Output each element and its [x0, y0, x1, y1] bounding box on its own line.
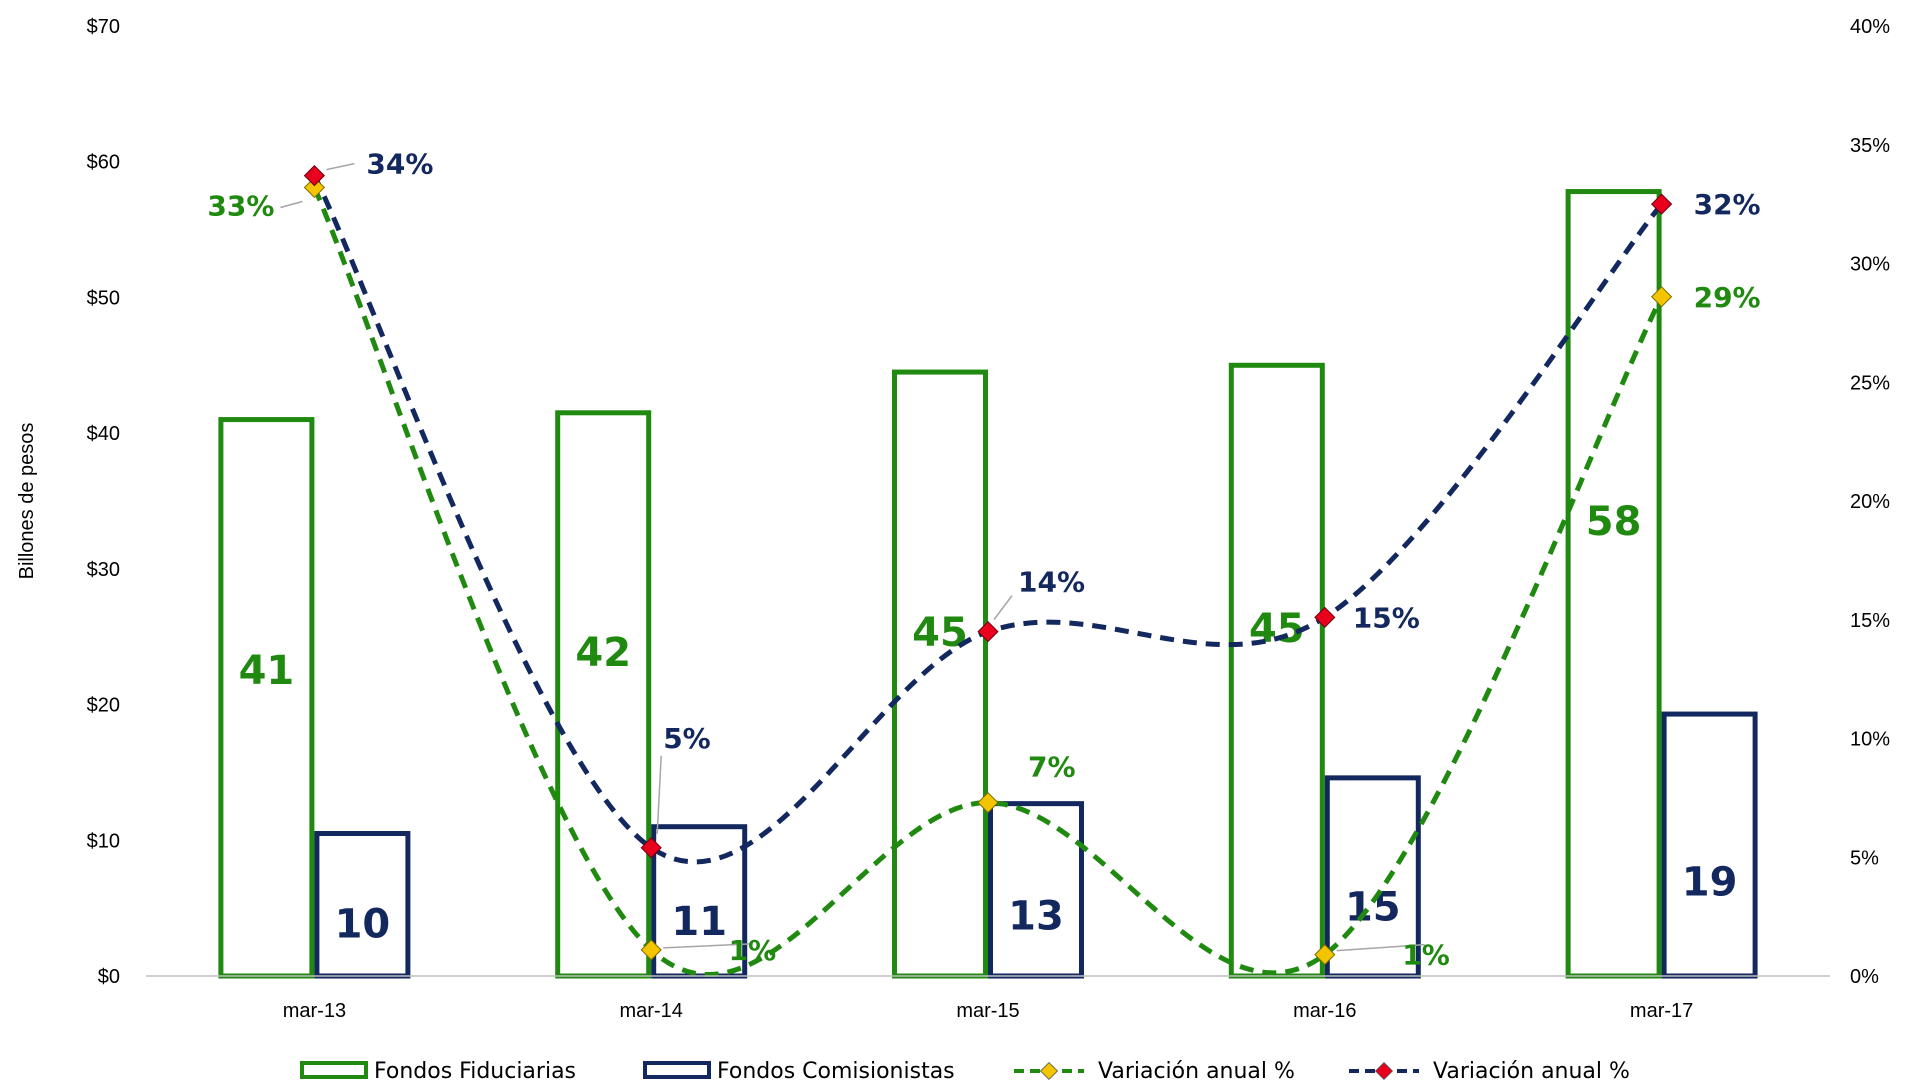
leader-line — [280, 200, 303, 209]
legend-label: Fondos Fiduciarias — [374, 1059, 576, 1081]
line-marker — [977, 621, 999, 643]
legend-label: Fondos Comisionistas — [717, 1059, 955, 1081]
line-value-label: 1% — [729, 934, 777, 967]
line-value-label: 7% — [1028, 751, 1076, 784]
legend-swatch — [643, 1061, 711, 1079]
line-value-label: 5% — [663, 722, 711, 755]
line-marker — [303, 176, 326, 199]
bar — [218, 417, 315, 979]
y-tick-label: $40 — [87, 423, 120, 445]
bar-value-label: 13 — [1008, 894, 1064, 940]
y-tick-label: $20 — [87, 695, 120, 717]
y-tick-label: $50 — [87, 287, 120, 309]
line-marker — [1314, 944, 1336, 966]
bar — [1324, 775, 1421, 979]
line-value-label: 29% — [1694, 281, 1761, 314]
x-tick-label: mar-14 — [620, 1000, 683, 1022]
y2-tick-label: 30% — [1850, 254, 1890, 276]
bar — [1661, 711, 1758, 979]
legend-label: Variación anual % — [1433, 1059, 1630, 1081]
y2-tick-label: 20% — [1850, 491, 1890, 513]
bar-value-label: 58 — [1586, 499, 1642, 545]
bar-value-label: 10 — [335, 901, 391, 947]
leader-line — [1336, 943, 1425, 952]
y2-tick-label: 40% — [1850, 16, 1890, 38]
line-series — [312, 174, 1664, 865]
leader-line — [656, 755, 662, 834]
line-value-label: 32% — [1694, 188, 1761, 221]
y-axis-left: $0 $10 $20 $30 $40 $50 $60 $70 — [87, 16, 120, 988]
x-tick-label: mar-17 — [1630, 1000, 1693, 1022]
y-axis-label: Billones de pesos — [16, 423, 38, 580]
line-marker — [1314, 606, 1336, 628]
line-marker — [1650, 193, 1673, 215]
x-tick-label: mar-13 — [283, 1000, 346, 1022]
y-tick-label: $60 — [87, 152, 120, 174]
bar-value-label: 19 — [1682, 860, 1738, 906]
y-tick-label: $10 — [87, 830, 120, 852]
y-tick-label: $30 — [87, 559, 120, 581]
x-axis: mar-13 mar-14 mar-15 mar-16 mar-17 — [146, 975, 1830, 1022]
x-tick-label: mar-15 — [956, 1000, 1019, 1022]
bar-value-label: 15 — [1345, 885, 1401, 931]
line-value-label: 14% — [1018, 566, 1085, 599]
line-value-label: 15% — [1353, 601, 1420, 634]
lines: 33% 1% 7% 1% 29% 34% 5% 14% 15% 32% — [207, 148, 1761, 978]
y2-tick-label: 15% — [1850, 610, 1890, 632]
line-marker — [640, 939, 662, 961]
leader-line — [326, 162, 355, 171]
y2-tick-label: 35% — [1850, 135, 1890, 157]
bar-value-label: 41 — [239, 648, 295, 694]
x-tick-label: mar-16 — [1293, 1000, 1356, 1022]
bar — [555, 410, 652, 979]
y2-tick-label: 5% — [1850, 847, 1879, 869]
legend-swatch — [300, 1061, 368, 1079]
legend-label: Variación anual % — [1098, 1059, 1295, 1081]
y-axis-right: 0% 5% 10% 15% 20% 25% 30% 35% 40% — [1850, 16, 1890, 988]
line-marker — [303, 165, 326, 187]
bar — [892, 369, 988, 979]
bar-value-label: 45 — [912, 610, 968, 656]
leader-line — [663, 943, 752, 949]
legend-marker — [1374, 1061, 1394, 1081]
bar — [1228, 362, 1325, 979]
bar — [1565, 189, 1662, 979]
y-tick-label: $70 — [87, 16, 120, 38]
line-marker — [640, 837, 662, 859]
line-value-label: 1% — [1402, 939, 1450, 972]
line-value-label: 34% — [366, 148, 433, 181]
line-marker — [977, 792, 999, 814]
legend-marker — [1039, 1061, 1059, 1081]
bar — [988, 801, 1084, 979]
line-marker — [1650, 286, 1673, 308]
y2-tick-label: 10% — [1850, 729, 1890, 751]
bar-value-label: 42 — [575, 630, 631, 676]
line-value-label: 33% — [207, 190, 274, 223]
y-tick-label: $0 — [98, 966, 120, 988]
legend: Fondos Fiduciarias Fondos Comisionistas Va… — [300, 1059, 1630, 1081]
y2-tick-label: 25% — [1850, 372, 1890, 394]
y2-tick-label: 0% — [1850, 966, 1879, 988]
bar-value-label: 11 — [671, 899, 727, 945]
leader-line — [993, 595, 1013, 621]
